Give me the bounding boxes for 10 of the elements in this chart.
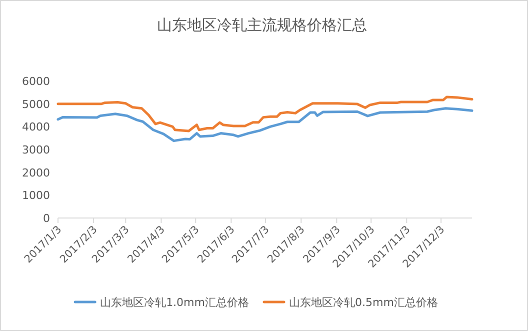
y-tick-label: 4000 (22, 120, 50, 134)
y-tick-label: 3000 (22, 144, 50, 156)
y-tick-label: 2000 (22, 166, 50, 180)
y-tick-label: 0 (43, 212, 50, 225)
legend-label: 山东地区冷轧0.5mm汇总价格 (289, 296, 438, 309)
y-tick-label: 6000 (22, 75, 50, 88)
chart-title: 山东地区冷轧主流规格价格汇总 (157, 16, 367, 34)
legend-label: 山东地区冷轧1.0mm汇总价格 (100, 296, 249, 309)
y-tick-label: 1000 (22, 189, 50, 202)
y-tick-label: 5000 (22, 98, 50, 111)
